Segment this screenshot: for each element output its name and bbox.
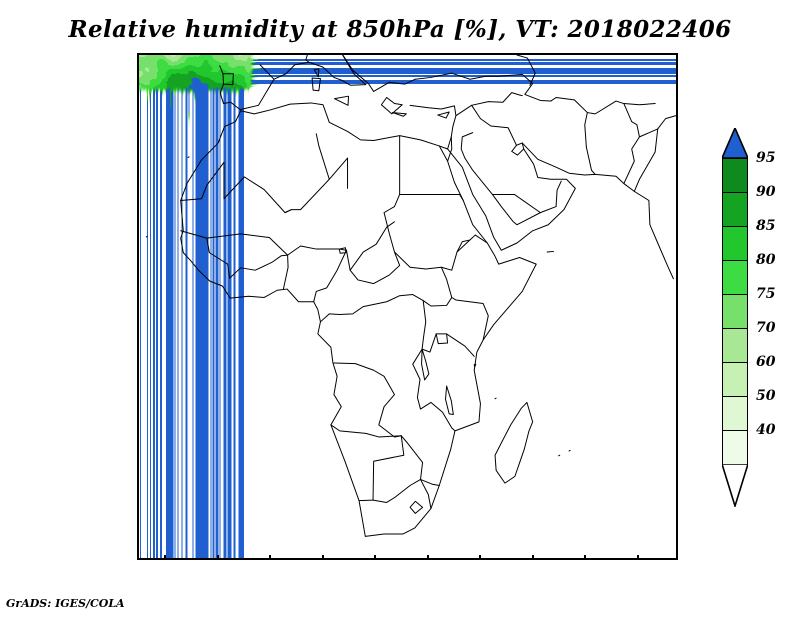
coastline-overlay [145, 55, 676, 537]
colorbar-band [722, 226, 748, 260]
colorbar-under-arrow [722, 464, 748, 506]
map-plot-area: 40N30N20N10NEQ10S20S30S20W10W010E20E30E4… [137, 53, 678, 560]
colorbar-over-arrow [722, 128, 748, 158]
colorbar-label: 85 [756, 218, 776, 234]
x-tick [584, 555, 587, 558]
colorbar: 95 90 85 80 75 70 60 50 40 [722, 128, 775, 507]
y-tick [137, 146, 139, 148]
x-tick [479, 555, 482, 558]
y-tick [137, 207, 139, 209]
x-tick [269, 555, 272, 558]
colorbar-label: 70 [756, 320, 776, 336]
y-tick [137, 85, 139, 87]
chart-title: Relative humidity at 850hPa [%], VT: 201… [68, 16, 732, 43]
colorbar-label: 40 [756, 422, 776, 438]
x-tick [216, 555, 219, 558]
colorbar-label: 90 [756, 184, 776, 200]
colorbar-label: 95 [756, 150, 776, 166]
colorbar-band [722, 294, 748, 328]
x-tick [374, 555, 377, 558]
colorbar-band [722, 260, 748, 294]
colorbar-label: 50 [756, 388, 776, 404]
y-tick [137, 512, 139, 514]
colorbar-label: 75 [756, 286, 776, 302]
colorbar-band [722, 192, 748, 226]
x-tick [636, 555, 639, 558]
y-tick [137, 390, 139, 392]
y-tick [137, 329, 139, 331]
colorbar-label: 60 [756, 354, 776, 370]
humidity-raster [139, 55, 676, 558]
x-tick [531, 555, 534, 558]
colorbar-band [722, 328, 748, 362]
y-tick [137, 268, 139, 270]
colorbar-band [722, 158, 748, 192]
credit-label: GrADS: IGES/COLA [6, 597, 125, 610]
colorbar-label: 80 [756, 252, 776, 268]
y-tick [137, 451, 139, 453]
x-tick [164, 555, 167, 558]
x-tick [321, 555, 324, 558]
colorbar-band [722, 362, 748, 396]
x-tick [426, 555, 429, 558]
colorbar-band [722, 396, 748, 430]
colorbar-band [722, 430, 748, 464]
